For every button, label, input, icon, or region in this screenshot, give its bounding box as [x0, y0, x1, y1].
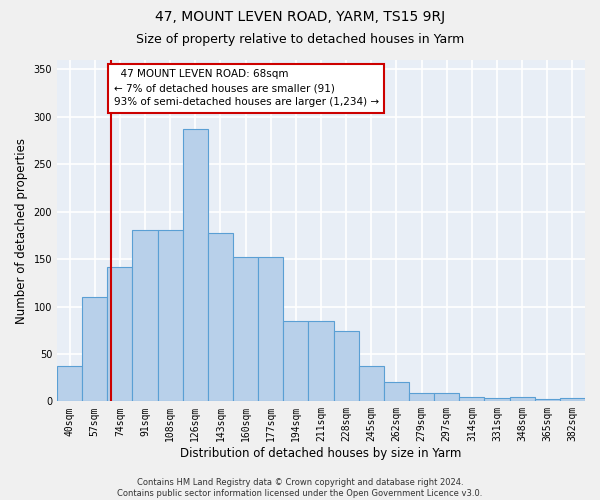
Bar: [384, 382, 409, 402]
Bar: [560, 398, 585, 402]
Bar: [233, 257, 258, 402]
Bar: [208, 232, 233, 402]
Y-axis label: Number of detached properties: Number of detached properties: [15, 138, 28, 324]
Bar: [283, 320, 308, 402]
Bar: [484, 398, 509, 402]
Bar: [133, 230, 158, 402]
Bar: [308, 320, 334, 402]
Bar: [434, 393, 459, 402]
Bar: [459, 396, 484, 402]
Bar: [158, 230, 183, 402]
X-axis label: Distribution of detached houses by size in Yarm: Distribution of detached houses by size …: [181, 447, 462, 460]
Bar: [57, 366, 82, 402]
Bar: [107, 266, 133, 402]
Bar: [535, 400, 560, 402]
Text: Contains HM Land Registry data © Crown copyright and database right 2024.
Contai: Contains HM Land Registry data © Crown c…: [118, 478, 482, 498]
Bar: [359, 366, 384, 402]
Text: 47 MOUNT LEVEN ROAD: 68sqm
← 7% of detached houses are smaller (91)
93% of semi-: 47 MOUNT LEVEN ROAD: 68sqm ← 7% of detac…: [113, 70, 379, 108]
Bar: [334, 331, 359, 402]
Text: Size of property relative to detached houses in Yarm: Size of property relative to detached ho…: [136, 32, 464, 46]
Bar: [183, 129, 208, 402]
Bar: [509, 396, 535, 402]
Bar: [82, 297, 107, 402]
Bar: [258, 257, 283, 402]
Bar: [409, 393, 434, 402]
Text: 47, MOUNT LEVEN ROAD, YARM, TS15 9RJ: 47, MOUNT LEVEN ROAD, YARM, TS15 9RJ: [155, 10, 445, 24]
